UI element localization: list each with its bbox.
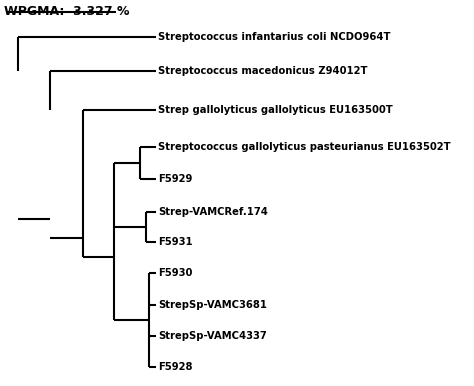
Text: F5929: F5929 (158, 174, 192, 185)
Text: Streptococcus macedonicus Z94012T: Streptococcus macedonicus Z94012T (158, 66, 367, 76)
Text: Strep gallolyticus gallolyticus EU163500T: Strep gallolyticus gallolyticus EU163500… (158, 105, 392, 115)
Text: StrepSp-VAMC4337: StrepSp-VAMC4337 (158, 331, 266, 341)
Text: WPGMA:  3.327 %: WPGMA: 3.327 % (4, 5, 129, 18)
Text: Streptococcus infantarius coli NCDO964T: Streptococcus infantarius coli NCDO964T (158, 32, 391, 42)
Text: F5928: F5928 (158, 362, 192, 372)
Text: F5931: F5931 (158, 237, 192, 247)
Text: Streptococcus gallolyticus pasteurianus EU163502T: Streptococcus gallolyticus pasteurianus … (158, 142, 450, 152)
Text: StrepSp-VAMC3681: StrepSp-VAMC3681 (158, 300, 267, 310)
Text: Strep-VAMCRef.174: Strep-VAMCRef.174 (158, 207, 268, 217)
Text: F5930: F5930 (158, 267, 192, 278)
